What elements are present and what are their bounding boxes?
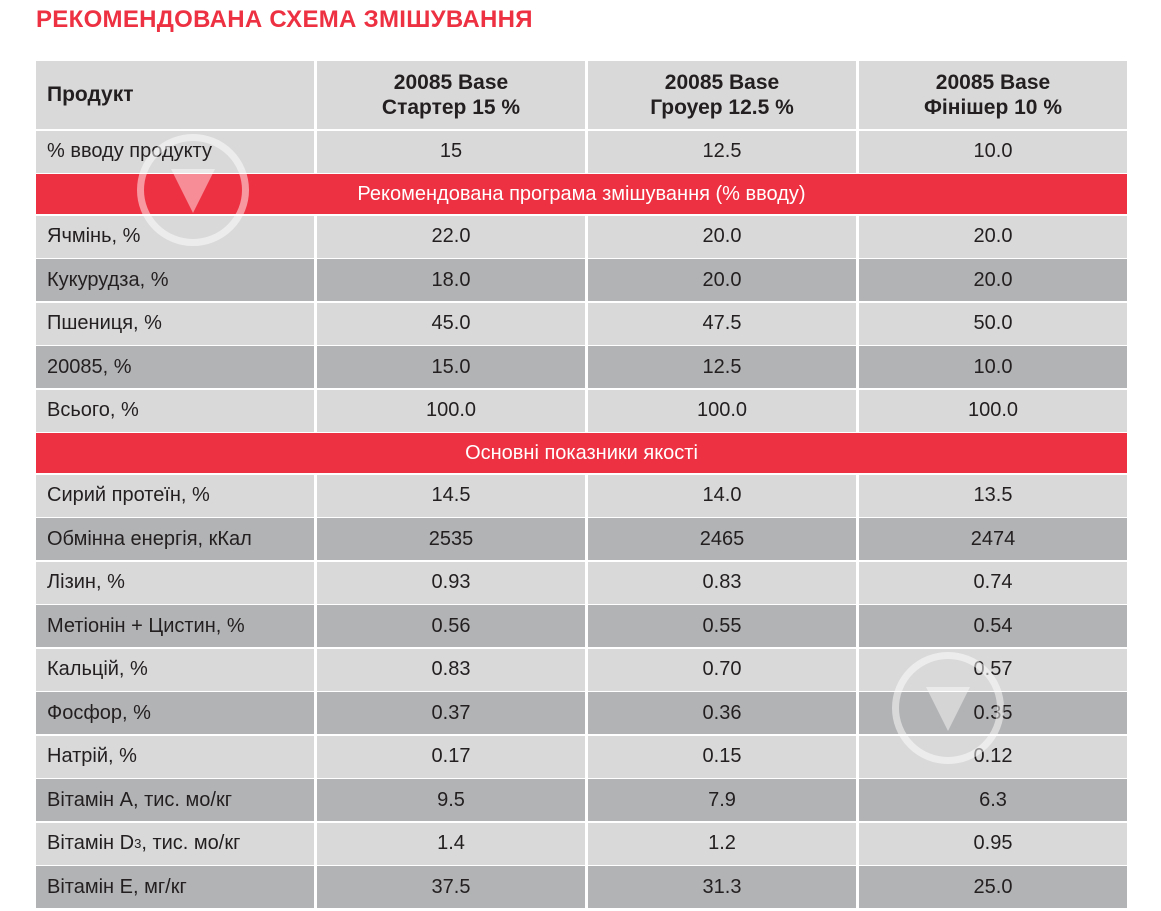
row-value: 18.0 bbox=[317, 259, 585, 301]
row-value: 2474 bbox=[859, 518, 1127, 560]
header-column-line2: Стартер 15 % bbox=[381, 96, 521, 119]
row-value: 22.0 bbox=[317, 215, 585, 258]
row-value: 0.17 bbox=[317, 735, 585, 778]
row-value: 0.57 bbox=[859, 648, 1127, 691]
section-header-mixing-program: Рекомендована програма змішування (% вво… bbox=[36, 174, 1127, 214]
row-label: Вітамін Е, мг/кг bbox=[36, 866, 314, 908]
header-column-starter: 20085 Base Стартер 15 % bbox=[317, 61, 585, 129]
row-value: 100.0 bbox=[317, 389, 585, 432]
row-value: 50.0 bbox=[859, 302, 1127, 345]
row-value: 1.4 bbox=[317, 822, 585, 865]
row-value: 0.95 bbox=[859, 822, 1127, 865]
row-value: 0.12 bbox=[859, 735, 1127, 778]
row-value: 12.5 bbox=[588, 346, 856, 388]
row-value: 15 bbox=[317, 130, 585, 173]
row-label: Вітамін А, тис. мо/кг bbox=[36, 779, 314, 821]
row-value: 37.5 bbox=[317, 866, 585, 908]
row-value: 2465 bbox=[588, 518, 856, 560]
row-label: Кальцій, % bbox=[36, 648, 314, 691]
row-value: 12.5 bbox=[588, 130, 856, 173]
row-label: Кукурудза, % bbox=[36, 259, 314, 301]
row-value: 0.55 bbox=[588, 605, 856, 647]
row-value: 15.0 bbox=[317, 346, 585, 388]
row-value: 7.9 bbox=[588, 779, 856, 821]
row-value: 0.70 bbox=[588, 648, 856, 691]
page-title: РЕКОМЕНДОВАНА СХЕМА ЗМІШУВАННЯ bbox=[36, 6, 533, 33]
row-value: 47.5 bbox=[588, 302, 856, 345]
row-value: 0.83 bbox=[588, 561, 856, 604]
row-value: 0.56 bbox=[317, 605, 585, 647]
row-value: 14.0 bbox=[588, 474, 856, 517]
row-value: 14.5 bbox=[317, 474, 585, 517]
row-value: 45.0 bbox=[317, 302, 585, 345]
row-label: Всього, % bbox=[36, 389, 314, 432]
row-value: 9.5 bbox=[317, 779, 585, 821]
row-value: 0.37 bbox=[317, 692, 585, 734]
row-value: 25.0 bbox=[859, 866, 1127, 908]
header-column-finisher: 20085 Base Фінішер 10 % bbox=[859, 61, 1127, 129]
row-value: 0.74 bbox=[859, 561, 1127, 604]
row-value: 20.0 bbox=[859, 215, 1127, 258]
row-value: 20.0 bbox=[859, 259, 1127, 301]
row-label: Сирий протеїн, % bbox=[36, 474, 314, 517]
row-label: Метіонін + Цистин, % bbox=[36, 605, 314, 647]
row-label: 20085, % bbox=[36, 346, 314, 388]
row-label: Фосфор, % bbox=[36, 692, 314, 734]
row-label: Пшениця, % bbox=[36, 302, 314, 345]
row-label: Обмінна енергія, кКал bbox=[36, 518, 314, 560]
row-value: 100.0 bbox=[859, 389, 1127, 432]
row-value: 10.0 bbox=[859, 346, 1127, 388]
row-value: 13.5 bbox=[859, 474, 1127, 517]
section-header-quality: Основні показники якості bbox=[36, 433, 1127, 473]
header-column-line2: Фінішер 10 % bbox=[924, 96, 1062, 119]
row-value: 1.2 bbox=[588, 822, 856, 865]
label-part: Вітамін D bbox=[47, 832, 135, 854]
row-value: 6.3 bbox=[859, 779, 1127, 821]
row-value: 0.54 bbox=[859, 605, 1127, 647]
row-value: 20.0 bbox=[588, 259, 856, 301]
label-part: , тис. мо/кг bbox=[141, 832, 241, 854]
header-column-line1: 20085 Base bbox=[664, 71, 780, 94]
row-value: 20.0 bbox=[588, 215, 856, 258]
row-value: 2535 bbox=[317, 518, 585, 560]
row-value: 100.0 bbox=[588, 389, 856, 432]
row-label: Лізин, % bbox=[36, 561, 314, 604]
row-value: 10.0 bbox=[859, 130, 1127, 173]
header-column-line1: 20085 Base bbox=[935, 71, 1051, 94]
header-product-label: Продукт bbox=[36, 61, 314, 129]
row-value: 31.3 bbox=[588, 866, 856, 908]
row-label: Натрій, % bbox=[36, 735, 314, 778]
row-value: 0.35 bbox=[859, 692, 1127, 734]
row-label: % вводу продукту bbox=[36, 130, 314, 173]
row-value: 0.93 bbox=[317, 561, 585, 604]
row-value: 0.36 bbox=[588, 692, 856, 734]
row-label: Ячмінь, % bbox=[36, 215, 314, 258]
row-value: 0.83 bbox=[317, 648, 585, 691]
header-column-line1: 20085 Base bbox=[393, 71, 509, 94]
header-column-grower: 20085 Base Гроуер 12.5 % bbox=[588, 61, 856, 129]
row-value: 0.15 bbox=[588, 735, 856, 778]
header-column-line2: Гроуер 12.5 % bbox=[650, 96, 794, 119]
mixing-table: Продукт 20085 Base Стартер 15 % 20085 Ba… bbox=[36, 61, 1127, 908]
